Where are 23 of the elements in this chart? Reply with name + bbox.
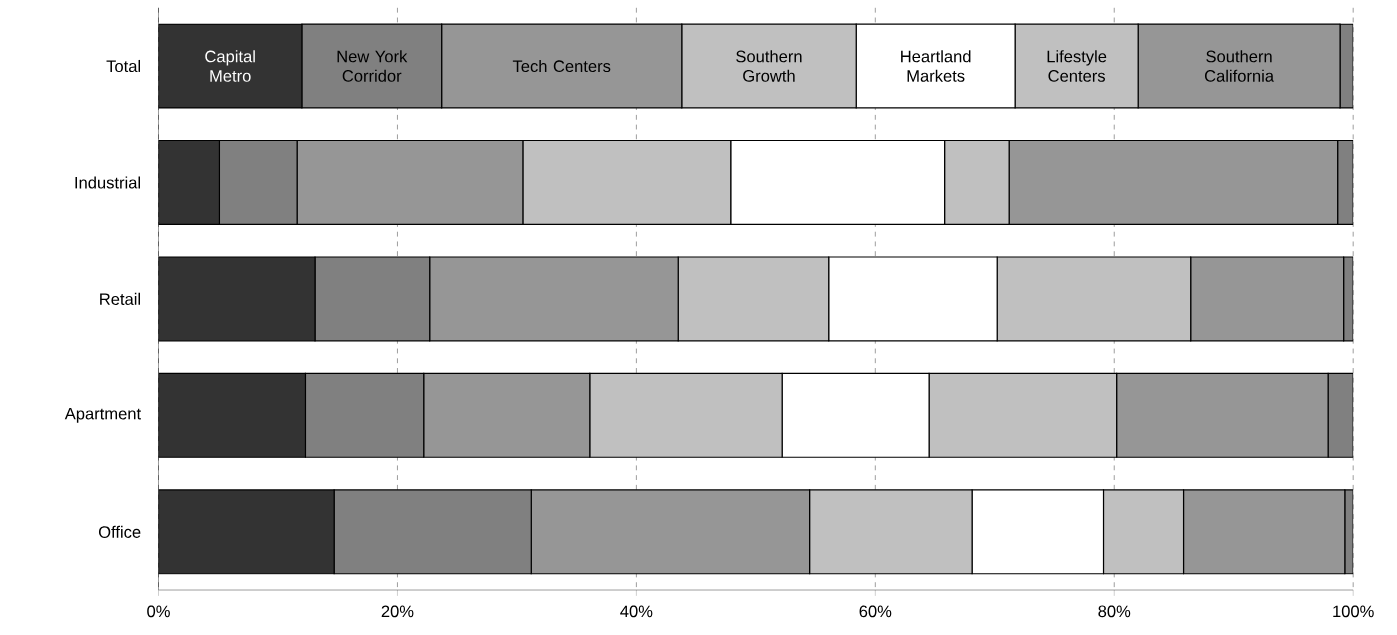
series-label: New York Corridor [337, 50, 408, 82]
series-label: Capital Metro [205, 50, 255, 82]
x-tick-label: 80% [1098, 605, 1131, 618]
series-label: Tech Centers [512, 60, 611, 73]
bar [158, 23, 303, 109]
series-label: Lifestyle Centers [1047, 50, 1107, 82]
x-tick-label: 20% [381, 605, 414, 618]
series-label: Heartland Markets [901, 50, 971, 82]
bar [158, 489, 335, 575]
y-tick-label: Retail [100, 292, 140, 306]
y-tick-label: Apartment [64, 408, 141, 423]
x-tick-label: 0% [147, 605, 170, 618]
x-tick-label: 60% [859, 605, 892, 618]
series-label: Southern California [1204, 50, 1275, 82]
x-tick-label: 100% [1333, 605, 1374, 618]
y-tick-label: Total [106, 60, 141, 73]
bar [158, 372, 307, 458]
x-tick-label: 40% [620, 605, 653, 618]
y-tick-label: Industrial [75, 176, 140, 189]
bar [158, 140, 221, 226]
bar [158, 256, 316, 342]
series-label: Southern Growth [736, 50, 802, 82]
y-tick-label: Office [98, 525, 141, 538]
